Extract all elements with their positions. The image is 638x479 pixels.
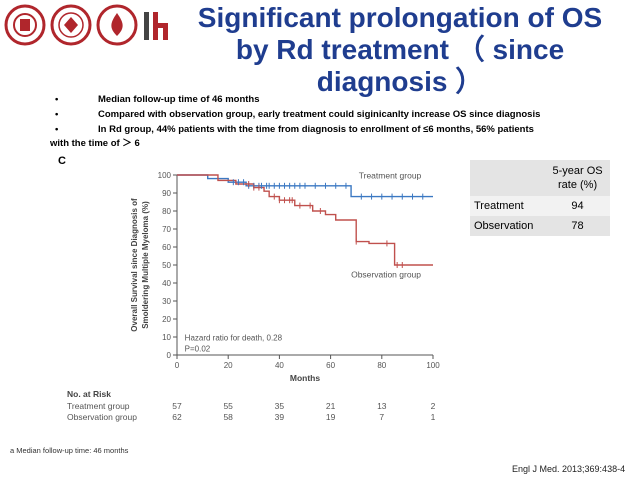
table-corner xyxy=(470,160,545,196)
risk-value: 1 xyxy=(431,412,436,422)
bullet-text: Compared with observation group, early t… xyxy=(98,109,541,120)
os-rate-table: 5-year OS rate (%) Treatment 94 Observat… xyxy=(470,160,610,236)
y-tick-label: 100 xyxy=(158,171,172,180)
risk-value: 2 xyxy=(431,401,436,411)
y-tick-label: 20 xyxy=(162,315,171,324)
series-label-observation: Observation group xyxy=(351,270,421,280)
survival-chart: C 0 10 20 30 40 50 60 70 80 90 100 0 20 40 60 80 100 Month… xyxy=(58,155,440,422)
y-tick-label: 80 xyxy=(162,207,171,216)
risk-value: 58 xyxy=(223,412,233,422)
hospital-logo-icon xyxy=(50,4,92,46)
y-tick-label: 0 xyxy=(167,351,172,360)
risk-value: 21 xyxy=(326,401,336,411)
risk-value: 55 xyxy=(223,401,233,411)
ih-logo-icon xyxy=(144,12,168,40)
x-tick-label: 20 xyxy=(224,361,233,370)
slide-title: Significant prolongation of OS by Rd tre… xyxy=(170,2,630,98)
risk-table-title: No. at Risk xyxy=(67,389,111,399)
x-axis-label: Months xyxy=(290,373,320,383)
x-tick-label: 100 xyxy=(426,361,440,370)
x-tick-label: 0 xyxy=(175,361,180,370)
y-tick-label: 90 xyxy=(162,189,171,198)
panel-label: C xyxy=(58,155,66,167)
y-tick-label: 30 xyxy=(162,297,171,306)
bullet-list: • Median follow-up time of 46 months • C… xyxy=(30,94,630,149)
title-line-3: diagnosis ） xyxy=(316,66,484,97)
risk-value: 39 xyxy=(275,412,285,422)
risk-value: 19 xyxy=(326,412,336,422)
y-tick-label: 50 xyxy=(162,261,171,270)
hazard-ratio-text: Hazard ratio for death, 0.28 xyxy=(185,334,283,343)
bullet-continuation: with the time of ＞ 6 xyxy=(50,138,140,149)
risk-value: 13 xyxy=(377,401,387,411)
risk-value: 57 xyxy=(172,401,182,411)
row-label: Observation xyxy=(474,220,534,232)
y-tick-label: 10 xyxy=(162,333,171,342)
row-value: 78 xyxy=(571,220,584,232)
risk-row-label: Treatment group xyxy=(67,401,130,411)
risk-value: 35 xyxy=(275,401,285,411)
table-header-row: 5-year OS rate (%) xyxy=(470,160,610,196)
risk-value: 62 xyxy=(172,412,182,422)
table-row: Treatment 94 xyxy=(470,196,610,216)
y-tick-label: 70 xyxy=(162,225,171,234)
risk-row-label: Observation group xyxy=(67,412,137,422)
table-header-cell: 5-year OS rate (%) xyxy=(545,160,610,196)
series-label-treatment: Treatment group xyxy=(359,171,422,181)
bullet-marker: • xyxy=(55,109,59,120)
y-axis-label-line-2: Smoldering Multiple Myeloma (%) xyxy=(141,201,150,329)
bullet-item: • Median follow-up time of 46 months xyxy=(30,94,630,105)
bullet-marker: • xyxy=(55,94,59,105)
bullet-text: In Rd group, 44% patients with the time … xyxy=(98,124,534,135)
bullet-text: Median follow-up time of 46 months xyxy=(98,94,260,105)
series-line-observation xyxy=(177,174,433,266)
bullet-item: • Compared with observation group, early… xyxy=(30,109,630,120)
y-tick-label: 60 xyxy=(162,243,171,252)
table-row: Observation 78 xyxy=(470,216,610,236)
x-tick-label: 60 xyxy=(326,361,335,370)
x-tick-label: 80 xyxy=(377,361,386,370)
bullet-marker: • xyxy=(55,124,59,135)
y-axis-label-line-1: Overall Survival since Diagnosis of xyxy=(130,198,139,332)
footnote: a Median follow-up time: 46 months xyxy=(10,446,129,455)
peking-university-logo-icon xyxy=(4,4,46,46)
p-value-text: P=0.02 xyxy=(185,344,211,353)
hematology-institute-logo-icon xyxy=(96,4,138,46)
y-tick-label: 40 xyxy=(162,279,171,288)
citation: Engl J Med. 2013;369:438-4 xyxy=(512,464,626,474)
bullet-item: • In Rd group, 44% patients with the tim… xyxy=(30,124,630,135)
row-label: Treatment xyxy=(474,200,524,212)
row-value: 94 xyxy=(571,200,584,212)
title-line-1: Significant prolongation of OS xyxy=(197,2,603,33)
header-line-2: rate (%) xyxy=(557,179,598,191)
x-tick-label: 40 xyxy=(275,361,284,370)
title-line-2: by Rd treatment （ since xyxy=(235,34,565,65)
risk-value: 7 xyxy=(379,412,384,422)
header-line-1: 5-year OS xyxy=(552,165,603,177)
